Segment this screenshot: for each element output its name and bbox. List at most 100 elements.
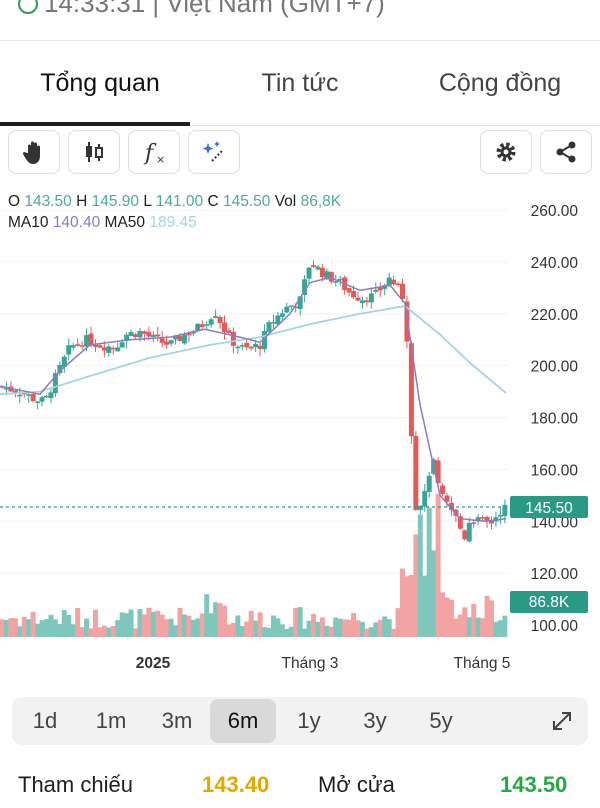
candle bbox=[324, 271, 330, 280]
tab-community-label: Cộng đồng bbox=[438, 68, 562, 97]
candle bbox=[239, 345, 245, 347]
volume-bar bbox=[462, 607, 468, 637]
price-chart[interactable]: O 143.50 H 145.90 L 141.00 C 145.50 Vol … bbox=[0, 185, 600, 680]
volume-bar bbox=[489, 600, 494, 637]
period-1d-label: 1d bbox=[32, 708, 58, 733]
share-button[interactable] bbox=[540, 130, 592, 174]
volume-bar bbox=[306, 620, 312, 637]
open-price-label: Mở cửa bbox=[318, 772, 395, 797]
volume-bar bbox=[186, 615, 192, 637]
magic-icon bbox=[202, 141, 224, 162]
pan-button[interactable] bbox=[8, 130, 60, 174]
status-bar: 14:33:31 | Việt Nam (GMT+7) bbox=[0, 0, 600, 30]
period-1d-button[interactable]: 1d bbox=[12, 699, 78, 743]
candle bbox=[422, 490, 428, 507]
volume-bar bbox=[230, 622, 236, 637]
period-1m-label: 1m bbox=[95, 708, 127, 733]
y-tick-label: 180.00 bbox=[531, 411, 579, 428]
close-value: 145.50 bbox=[222, 193, 271, 210]
volume-value: 86,8K bbox=[300, 193, 342, 210]
tab-news[interactable]: Tin tức bbox=[200, 41, 400, 125]
tab-community[interactable]: Cộng đồng bbox=[400, 41, 600, 125]
indicators-button[interactable]: f × bbox=[128, 130, 180, 174]
candle bbox=[311, 265, 316, 267]
candle bbox=[48, 392, 54, 399]
period-3y-button[interactable]: 3y bbox=[342, 699, 408, 743]
volume-bar bbox=[239, 626, 245, 637]
high-label: H bbox=[76, 193, 88, 210]
volume-bar bbox=[133, 628, 138, 637]
volume-bar bbox=[440, 592, 446, 637]
volume-bar bbox=[262, 627, 268, 637]
candle bbox=[408, 343, 414, 437]
volume-bar bbox=[177, 607, 183, 637]
volume-bar bbox=[30, 611, 36, 637]
tab-overview[interactable]: Tổng quan bbox=[0, 41, 200, 126]
candle bbox=[106, 346, 112, 353]
candle bbox=[52, 373, 58, 394]
volume-bar bbox=[70, 624, 76, 637]
chart-type-button[interactable] bbox=[68, 130, 120, 174]
volume-bar bbox=[377, 619, 383, 637]
candle bbox=[275, 315, 281, 325]
volume-bar bbox=[39, 620, 45, 637]
candle bbox=[57, 365, 63, 374]
volume-bar bbox=[302, 628, 308, 637]
settings-button[interactable] bbox=[480, 130, 532, 174]
volume-bar bbox=[471, 603, 477, 637]
volume-bar bbox=[315, 621, 321, 637]
volume-bar bbox=[150, 611, 156, 637]
volume-bar bbox=[204, 594, 210, 637]
volume-bar bbox=[26, 619, 32, 637]
volume-bar bbox=[497, 620, 503, 637]
volume-bar bbox=[52, 619, 58, 637]
y-tick-label: 240.00 bbox=[531, 255, 579, 272]
volume-bar bbox=[404, 576, 410, 637]
volume-bar bbox=[417, 514, 423, 637]
period-6m-button[interactable]: 6m bbox=[210, 699, 276, 743]
period-1m-button[interactable]: 1m bbox=[78, 699, 144, 743]
volume-bar bbox=[453, 618, 459, 637]
candle bbox=[262, 331, 268, 350]
candle bbox=[204, 324, 210, 326]
candle bbox=[222, 322, 227, 333]
ai-tools-button[interactable] bbox=[188, 130, 240, 174]
candle bbox=[377, 287, 383, 291]
volume-bar bbox=[324, 625, 330, 637]
volume-bar bbox=[226, 624, 232, 637]
volume-bar bbox=[333, 617, 339, 637]
candle bbox=[84, 335, 90, 347]
volume-bar bbox=[3, 619, 9, 637]
last-price-tag bbox=[510, 495, 588, 518]
period-3m-button[interactable]: 3m bbox=[144, 699, 210, 743]
volume-bar bbox=[168, 618, 174, 637]
volume-tag-text: 86.8K bbox=[529, 594, 570, 611]
volume-bar bbox=[0, 619, 5, 637]
volume-bar bbox=[297, 607, 303, 637]
candle bbox=[128, 332, 134, 336]
candle bbox=[17, 394, 23, 397]
candle bbox=[391, 279, 397, 285]
candle bbox=[177, 335, 183, 342]
period-3m-label: 3m bbox=[161, 708, 193, 733]
candle bbox=[466, 522, 472, 542]
period-5y-button[interactable]: 5y bbox=[408, 699, 474, 743]
svg-text:f: f bbox=[143, 141, 157, 166]
volume-bar bbox=[208, 613, 214, 637]
candle bbox=[346, 288, 352, 293]
volume-bar bbox=[164, 619, 170, 637]
volume-bar bbox=[426, 507, 432, 637]
candle bbox=[244, 342, 250, 348]
candle bbox=[355, 297, 361, 301]
volume-bar bbox=[92, 609, 98, 637]
period-1y-button[interactable]: 1y bbox=[276, 699, 342, 743]
volume-bar bbox=[475, 617, 481, 637]
volume-bar bbox=[364, 628, 370, 637]
volume-bar bbox=[386, 619, 392, 637]
candle bbox=[168, 340, 174, 344]
y-tick-label: 220.00 bbox=[531, 307, 579, 324]
candle bbox=[248, 346, 254, 349]
volume-bar bbox=[173, 625, 179, 637]
fullscreen-button[interactable] bbox=[536, 699, 588, 743]
candle bbox=[297, 296, 303, 310]
